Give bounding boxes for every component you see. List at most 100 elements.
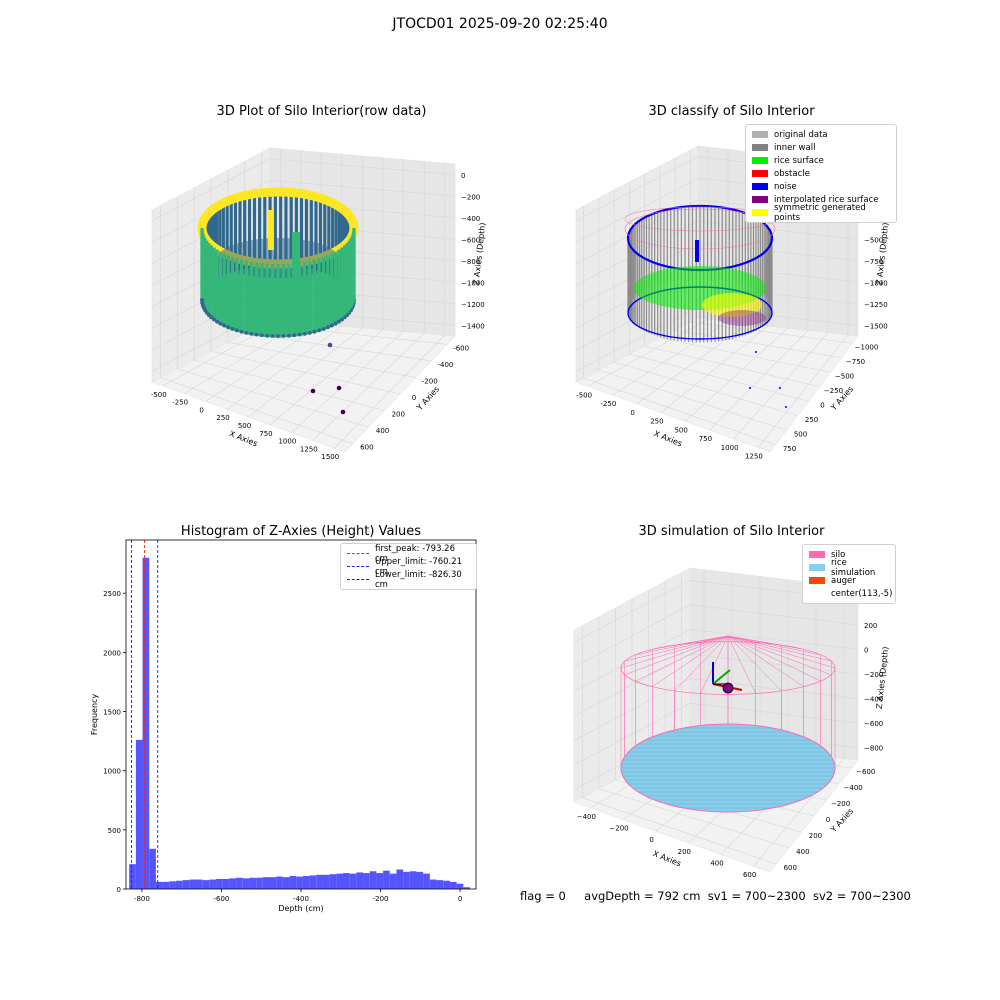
legend-swatch	[809, 590, 825, 597]
raw-wall-bottom-point	[218, 321, 223, 326]
histogram-bar	[296, 876, 303, 889]
histogram-bar	[242, 878, 250, 889]
legend-swatch	[809, 564, 825, 571]
legend-swatch	[752, 144, 768, 151]
raw-wall-bottom-point	[336, 319, 341, 324]
classify-x-tick-label: -250	[600, 400, 616, 408]
histogram-bar	[302, 875, 310, 889]
raw-z-axis-label: Z Axies (Depth)	[472, 222, 488, 285]
classify-x-grid	[612, 321, 729, 396]
simulation-z-grid	[573, 629, 859, 692]
histogram-bar	[376, 873, 384, 889]
classify-z-tick-label: −500	[864, 236, 883, 244]
classify-noise-column	[695, 240, 699, 262]
legend-swatch	[752, 209, 768, 216]
raw-auger-column	[292, 232, 300, 312]
histogram-bar	[216, 878, 223, 889]
histogram-y-tick-label: 0	[117, 886, 121, 894]
histogram-bar	[316, 874, 323, 889]
raw-outlier-point	[310, 388, 316, 394]
histogram-y-tick-label: 2000	[103, 649, 121, 657]
histogram-bar	[329, 874, 337, 889]
raw-wall-bottom-point	[265, 333, 270, 338]
histogram-bar	[256, 877, 263, 889]
legend-label: rice surface	[774, 155, 824, 166]
legend-label: silo	[831, 549, 846, 560]
histogram-bar	[369, 871, 377, 889]
histogram-bar	[409, 871, 417, 889]
raw-x-tick-label: 1250	[300, 445, 318, 453]
histogram-bar	[343, 873, 350, 889]
histogram-bar	[282, 877, 290, 889]
histogram-title: Histogram of Z-Axies (Height) Values	[180, 524, 422, 539]
classify-x-tick-label: -500	[576, 391, 592, 399]
raw-wall-bottom-point	[230, 326, 235, 331]
raw-wall-bottom-point	[307, 330, 312, 335]
simulation-y-tick-label: 600	[784, 864, 797, 872]
silo-roof-line	[727, 635, 804, 650]
legend-label: symmetric generated points	[774, 202, 866, 223]
histogram-y-tick-label: 500	[108, 827, 121, 835]
silo-roof-line	[727, 635, 756, 694]
histogram-bar	[222, 878, 230, 889]
status-sv2: sv2 = 700~2300	[812, 889, 911, 903]
classify-y-grid	[583, 377, 776, 446]
classify-symmetric-points	[702, 293, 762, 317]
auger-y-axis	[712, 669, 731, 685]
classify-z-grid	[575, 263, 859, 329]
histogram-x-axis-label: Depth (cm)	[278, 904, 323, 913]
histogram-bar	[236, 877, 243, 889]
raw-plot-title: 3D Plot of Silo Interior(row data)	[216, 104, 427, 119]
simulation-z-tick-label: −800	[864, 745, 883, 753]
histogram-bar	[396, 869, 404, 889]
simulation-y-tick-label: −400	[844, 784, 863, 792]
legend-swatch	[809, 577, 825, 584]
simulation-y-grid	[598, 788, 789, 849]
raw-x-tick-label: 500	[238, 422, 251, 430]
status-line: flag = 0 avgDepth = 792 cm sv1 = 700~230…	[520, 889, 911, 903]
raw-z-tick-label: −1000	[461, 279, 485, 287]
silo-roof-line	[652, 635, 729, 687]
classify-y-tick-label: −250	[824, 387, 843, 395]
raw-wall-bottom-point	[329, 323, 334, 328]
legend-label: obstacle	[774, 168, 810, 179]
histogram-bar	[429, 879, 437, 889]
raw-z-tick-label: −600	[461, 236, 480, 244]
legend-label: inner wall	[774, 142, 816, 153]
simulation-z-tick-label: 200	[864, 622, 877, 630]
histogram-bar	[289, 875, 297, 889]
classify-z-tick-label: −1500	[864, 322, 888, 330]
raw-wall-bottom-point	[200, 298, 204, 302]
legend-label: Upper_limit: -760.21 cm	[375, 556, 463, 577]
raw-z-tick-label: −200	[461, 193, 480, 201]
classify-x-tick-label: 500	[674, 426, 687, 434]
simulation-y-axis-label: Y Axies	[828, 807, 855, 835]
silo-roof-line	[635, 635, 729, 682]
histogram-bar	[249, 877, 257, 889]
raw-wall-bottom-point	[333, 321, 338, 326]
raw-wall-bottom-point	[342, 315, 347, 320]
depth-histogram: -800 -600 -400 -200 0 0 500 1000 1500 2000 2500 Dep…	[90, 539, 477, 913]
histogram-bar	[269, 877, 277, 889]
silo-roof-line	[727, 635, 832, 662]
legend-label: first_peak: -793.26 cm	[375, 543, 455, 564]
classify-noise-outlier	[779, 387, 781, 389]
raw-y-tick-label: -600	[453, 344, 469, 352]
histogram-y-axis-label: Frequency	[90, 694, 99, 736]
legend-swatch	[752, 196, 768, 203]
legend-entry: auger	[809, 574, 889, 587]
histogram-bar	[403, 871, 410, 889]
classify-y-grid	[629, 353, 809, 402]
raw-wall-bottom-point	[249, 331, 254, 336]
simulation-x-tick-label: 0	[649, 836, 653, 844]
raw-wall-bottom-point	[244, 330, 249, 335]
legend-entry: center(113,-5)	[809, 587, 892, 600]
simulation-plot-title: 3D simulation of Silo Interior	[638, 524, 825, 539]
classify-z-grid	[575, 220, 859, 286]
histogram-bar	[149, 848, 156, 889]
classify-noise-outlier	[755, 351, 757, 353]
histogram-y-tick-label: 1000	[103, 768, 121, 776]
classify-y-grid	[659, 337, 831, 373]
histogram-bar	[209, 879, 217, 889]
